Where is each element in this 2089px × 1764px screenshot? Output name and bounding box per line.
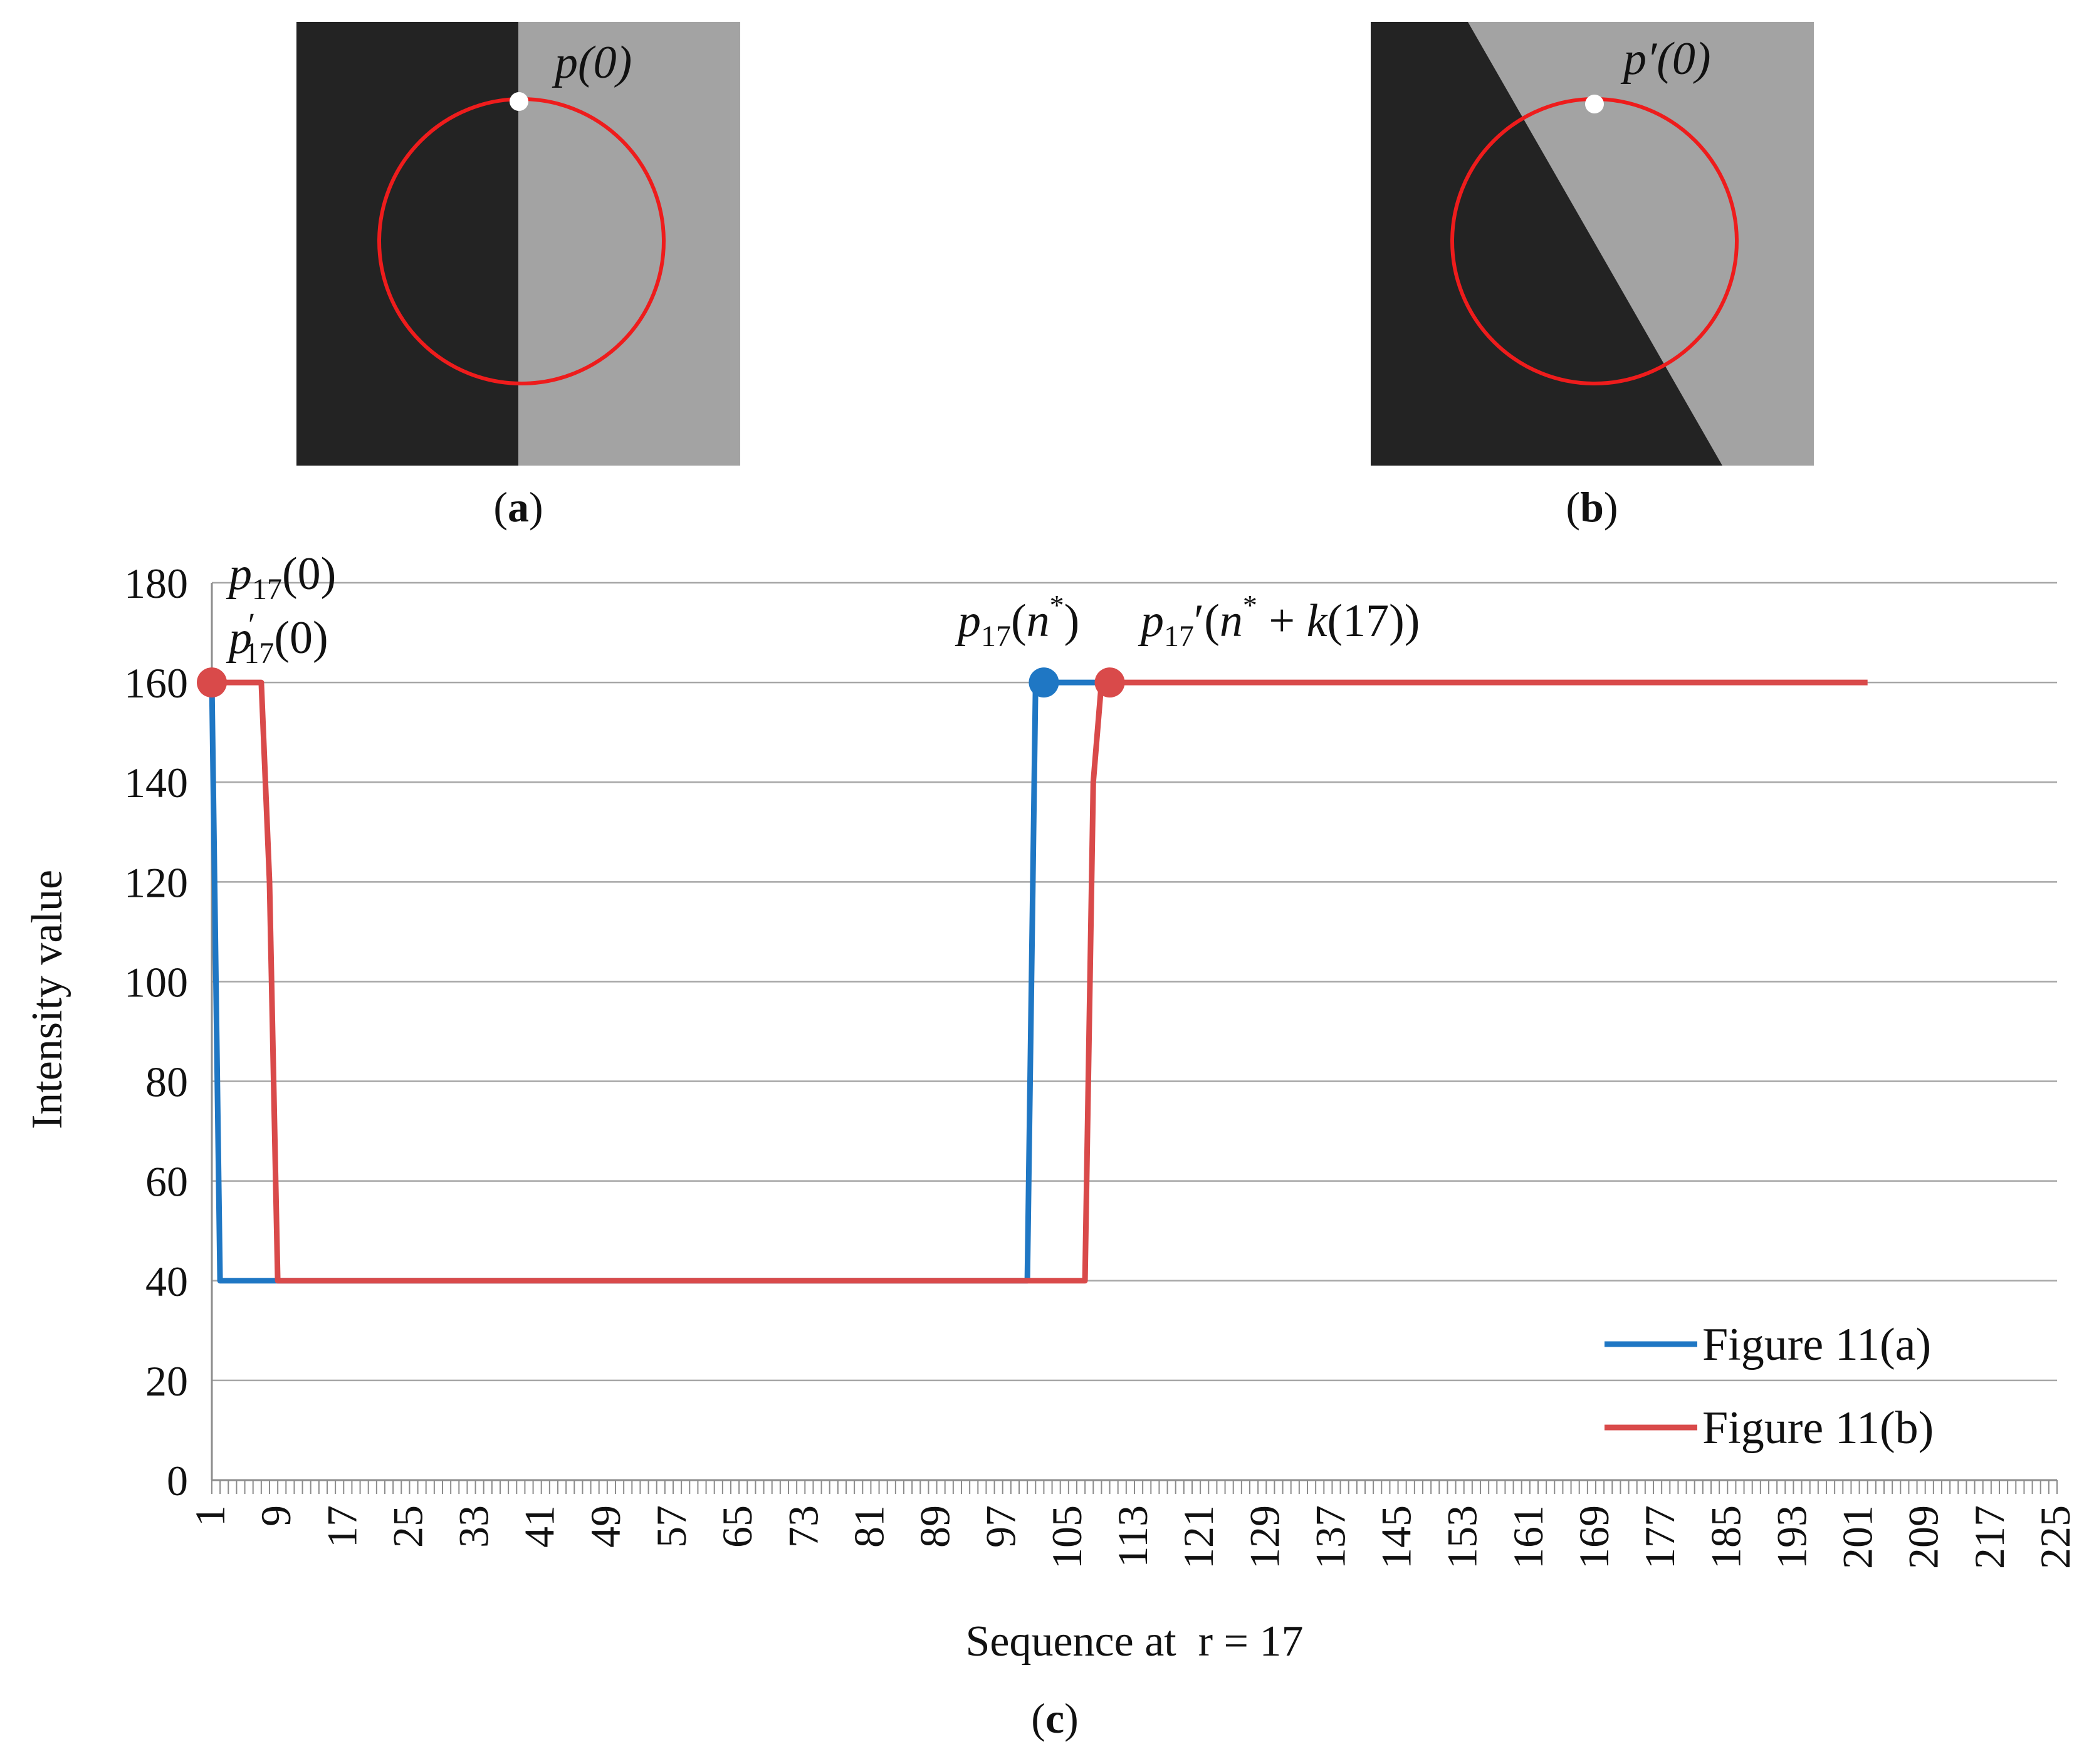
legend-label-b: Figure 11(b) xyxy=(1702,1402,1934,1454)
x-tick-label: 89 xyxy=(911,1505,959,1548)
y-axis-title: Intensity value xyxy=(23,870,71,1129)
y-tick-label: 180 xyxy=(124,560,188,607)
x-tick-label: 161 xyxy=(1504,1505,1552,1569)
x-tick-label: 217 xyxy=(1966,1505,2013,1569)
y-tick-label: 120 xyxy=(124,859,188,906)
x-tick-label: 57 xyxy=(647,1505,695,1548)
x-tick-label: 25 xyxy=(384,1505,431,1548)
panel-b-point-label: p′(0) xyxy=(1620,33,1710,85)
x-tick-label: 49 xyxy=(582,1505,629,1548)
panel-b-dark-region xyxy=(1371,22,1722,466)
legend-label-a: Figure 11(a) xyxy=(1702,1319,1931,1370)
panel-a-dark-region xyxy=(296,22,518,466)
y-tick-label: 100 xyxy=(124,958,188,1006)
x-tick-label: 33 xyxy=(450,1505,498,1548)
x-tick-label: 153 xyxy=(1438,1505,1486,1569)
y-tick-labels: 0 20 40 60 80 100 120 140 160 180 xyxy=(124,560,188,1505)
panel-b-caption: (b) xyxy=(1566,483,1618,531)
panel-a: p(0) (a) xyxy=(296,22,740,531)
x-tick-label: 225 xyxy=(2031,1505,2079,1569)
x-tick-label: 201 xyxy=(1834,1505,1882,1569)
x-tick-label: 113 xyxy=(1109,1505,1156,1567)
y-tick-label: 20 xyxy=(145,1357,188,1405)
panel-a-start-point xyxy=(510,92,528,111)
annotation-p17prime-nstar-k: p17′(n* + k(17)) xyxy=(1138,589,1420,653)
x-tick-label: 9 xyxy=(252,1505,300,1527)
annotation-p17-0: p17(0) xyxy=(226,548,336,606)
annotation-p17-nstar: p17(n*) xyxy=(955,589,1079,653)
x-tick-label: 97 xyxy=(977,1505,1025,1548)
x-tick-label: 1 xyxy=(186,1505,234,1527)
data-markers xyxy=(197,667,1125,698)
x-tick-label: 185 xyxy=(1702,1505,1749,1569)
x-tick-label: 177 xyxy=(1636,1505,1683,1569)
y-tick-label: 160 xyxy=(124,659,188,707)
series-line-figure-11b xyxy=(212,679,1868,1284)
data-marker-2 xyxy=(1029,667,1059,698)
x-tick-label: 145 xyxy=(1373,1505,1420,1569)
x-tick-label: 41 xyxy=(516,1505,563,1548)
data-marker-3 xyxy=(1094,667,1125,698)
y-tick-label: 140 xyxy=(124,759,188,806)
x-tick-label: 129 xyxy=(1240,1505,1288,1569)
x-tick-label: 193 xyxy=(1767,1505,1815,1569)
x-axis-title: Sequence at r = 17 xyxy=(965,1617,1303,1666)
panel-b-start-point xyxy=(1585,95,1604,113)
y-tick-label: 80 xyxy=(145,1058,188,1106)
series-lines xyxy=(209,679,1868,1284)
x-tick-label: 169 xyxy=(1570,1505,1618,1569)
x-tick-label: 65 xyxy=(713,1505,761,1548)
panel-a-light-region xyxy=(518,22,740,466)
x-tick-label: 81 xyxy=(845,1505,893,1548)
x-tick-label: 73 xyxy=(779,1505,827,1548)
panel-a-point-label: p(0) xyxy=(552,37,632,88)
x-tick-label: 137 xyxy=(1306,1505,1354,1569)
x-tick-labels: 1 9 17 25 33 41 49 57 65 73 81 89 97 105 113 121 129 137 1… xyxy=(186,1505,2079,1569)
annotation-p17prime-0: p′ 17(0) xyxy=(226,607,328,670)
legend: Figure 11(a) Figure 11(b) xyxy=(1605,1319,1934,1454)
data-marker-1 xyxy=(197,667,227,698)
y-tick-label: 40 xyxy=(145,1258,188,1305)
x-tick-label: 17 xyxy=(318,1505,365,1548)
y-tick-label: 60 xyxy=(145,1158,188,1206)
x-tick-marks xyxy=(211,1480,2058,1494)
x-tick-label: 209 xyxy=(1900,1505,1947,1569)
panel-c-caption: (c) xyxy=(1031,1694,1079,1742)
panel-c-chart: 0 20 40 60 80 100 120 140 160 180 1 9 17 25 33 41 49 57 6… xyxy=(23,548,2079,1742)
x-tick-label: 105 xyxy=(1043,1505,1091,1569)
x-tick-label: 121 xyxy=(1175,1505,1222,1569)
y-tick-label: 0 xyxy=(167,1457,188,1505)
panel-a-caption: (a) xyxy=(493,483,543,531)
panel-b: p′(0) (b) xyxy=(1371,22,1814,531)
